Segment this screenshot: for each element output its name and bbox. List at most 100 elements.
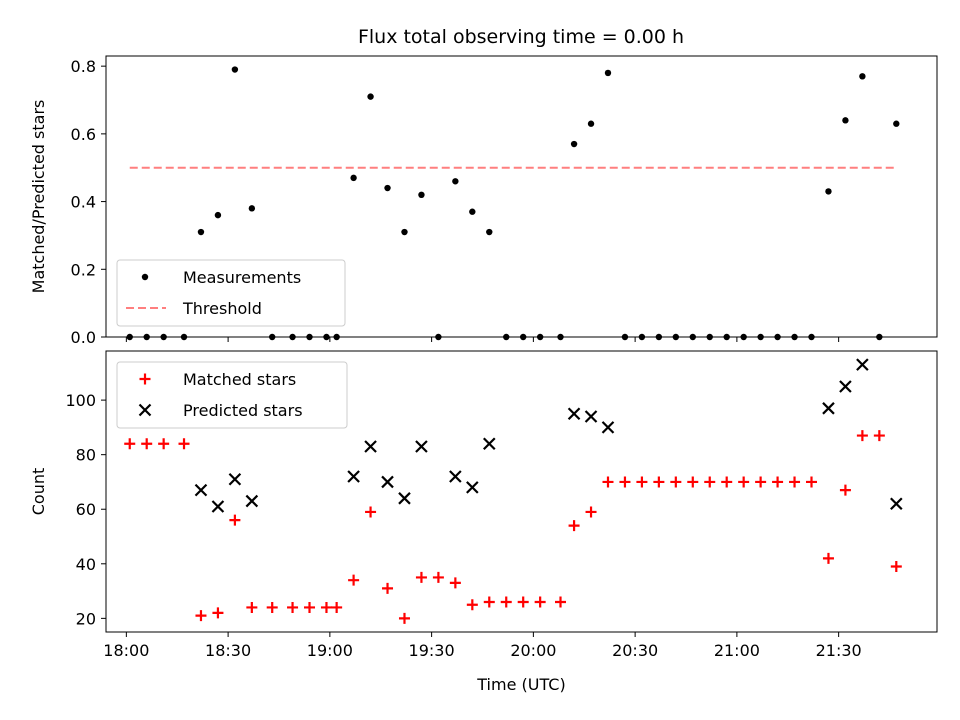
matched-star-point [602, 476, 614, 488]
measurement-point [367, 93, 374, 100]
measurement-point [306, 333, 313, 341]
x-tick-label: 21:30 [816, 641, 862, 660]
predicted-star-point [601, 421, 615, 434]
legend: Matched stars Predicted stars [116, 361, 348, 429]
measurement-point [774, 333, 781, 341]
matched-star-point [212, 607, 224, 619]
matched-star-point [687, 476, 699, 488]
measurement-point [519, 333, 527, 341]
matched-star-point [304, 601, 316, 613]
predicted-star-point [890, 497, 903, 511]
legend-frame [116, 361, 348, 429]
x-tick-label: 19:30 [409, 641, 455, 660]
measurement-point [655, 333, 663, 341]
legend-frame [116, 259, 346, 327]
measurement-point [248, 205, 256, 212]
measurement-point [214, 211, 222, 219]
predicted-star-point [245, 494, 259, 508]
measurement-point [418, 191, 425, 199]
measurement-point [740, 333, 747, 341]
x-tick-label: 19:00 [307, 641, 353, 660]
matched-star-point [158, 438, 170, 450]
measurement-point [757, 333, 764, 341]
matched-star-point [670, 476, 682, 488]
matched-star-point [246, 601, 258, 613]
measurement-point [689, 333, 696, 341]
y-tick-label: 100 [65, 391, 96, 410]
predicted-star-point [449, 470, 462, 483]
measurement-point [469, 208, 476, 215]
measurement-point [638, 333, 646, 341]
predicted-star-point [347, 470, 360, 483]
measurement-point [323, 333, 330, 341]
measurement-point [126, 333, 133, 341]
legend-label: Threshold [182, 299, 262, 318]
matched-star-point [415, 571, 427, 583]
top-panel: 0.0 0.2 0.4 0.6 0.8 Matched/Predicted stars Me… [29, 55, 938, 347]
measurement-point [791, 333, 798, 341]
legend-measurement-swatch [141, 273, 149, 281]
measurement-point [486, 228, 493, 236]
predicted-star-point [364, 440, 377, 453]
matched-star-point [789, 476, 801, 488]
matched-star-point [449, 577, 461, 589]
matched-star-point [382, 582, 394, 594]
x-tick-label: 18:00 [103, 641, 149, 660]
series-matched-stars [124, 430, 902, 624]
predicted-star-point [211, 500, 225, 513]
measurement-point [160, 333, 167, 341]
measurement-point [384, 184, 391, 192]
chart-title: Flux total observing time = 0.00 h [358, 26, 684, 48]
matched-star-point [653, 476, 665, 488]
legend-matched-swatch [139, 373, 151, 385]
measurement-point [604, 69, 612, 77]
x-tick-label: 20:00 [510, 641, 556, 660]
x-axis-label: Time (UTC) [476, 675, 565, 694]
y-tick-label: 60 [76, 500, 96, 519]
matched-star-point [585, 506, 597, 518]
matched-star-point [721, 476, 733, 488]
matched-star-point [365, 506, 377, 518]
matched-star-point [229, 514, 241, 526]
measurement-point [269, 333, 276, 341]
matched-star-point [432, 571, 444, 583]
measurement-point [557, 333, 564, 341]
y-tick-label: 0.2 [71, 260, 96, 279]
measurement-point [231, 66, 239, 73]
matched-star-point [124, 438, 136, 450]
predicted-star-point [381, 475, 394, 489]
series-measurements [126, 66, 900, 341]
matched-star-point [178, 438, 190, 450]
measurement-point [289, 333, 296, 341]
matched-star-point [806, 476, 818, 488]
measurement-point [503, 333, 510, 341]
measurement-point [621, 333, 629, 341]
matched-star-point [266, 601, 278, 613]
matched-star-point [331, 601, 343, 613]
series-predicted-stars [194, 358, 903, 513]
x-tick-label: 21:00 [714, 641, 760, 660]
legend-label: Measurements [183, 268, 301, 287]
x-tick-label: 20:30 [612, 641, 658, 660]
measurement-point [876, 333, 883, 341]
y-tick-label: 20 [76, 609, 96, 628]
predicted-star-point [839, 380, 852, 393]
measurement-point [842, 117, 849, 124]
measurement-point [570, 140, 578, 148]
measurement-point [672, 333, 680, 341]
y-tick-label: 0.4 [71, 193, 96, 212]
y-tick-label: 0.0 [71, 328, 96, 347]
predicted-star-point [567, 407, 581, 421]
matched-star-point [466, 599, 478, 611]
predicted-star-point [194, 483, 208, 497]
matched-star-point [772, 476, 784, 488]
matched-star-point [500, 596, 512, 608]
matched-star-point [320, 601, 332, 613]
predicted-star-point [584, 410, 598, 423]
predicted-star-point [856, 358, 869, 371]
measurement-point [197, 228, 205, 236]
y-tick-label: 40 [76, 555, 96, 574]
legend-label: Predicted stars [183, 401, 303, 420]
measurement-point [536, 333, 544, 341]
matched-star-point [517, 596, 529, 608]
